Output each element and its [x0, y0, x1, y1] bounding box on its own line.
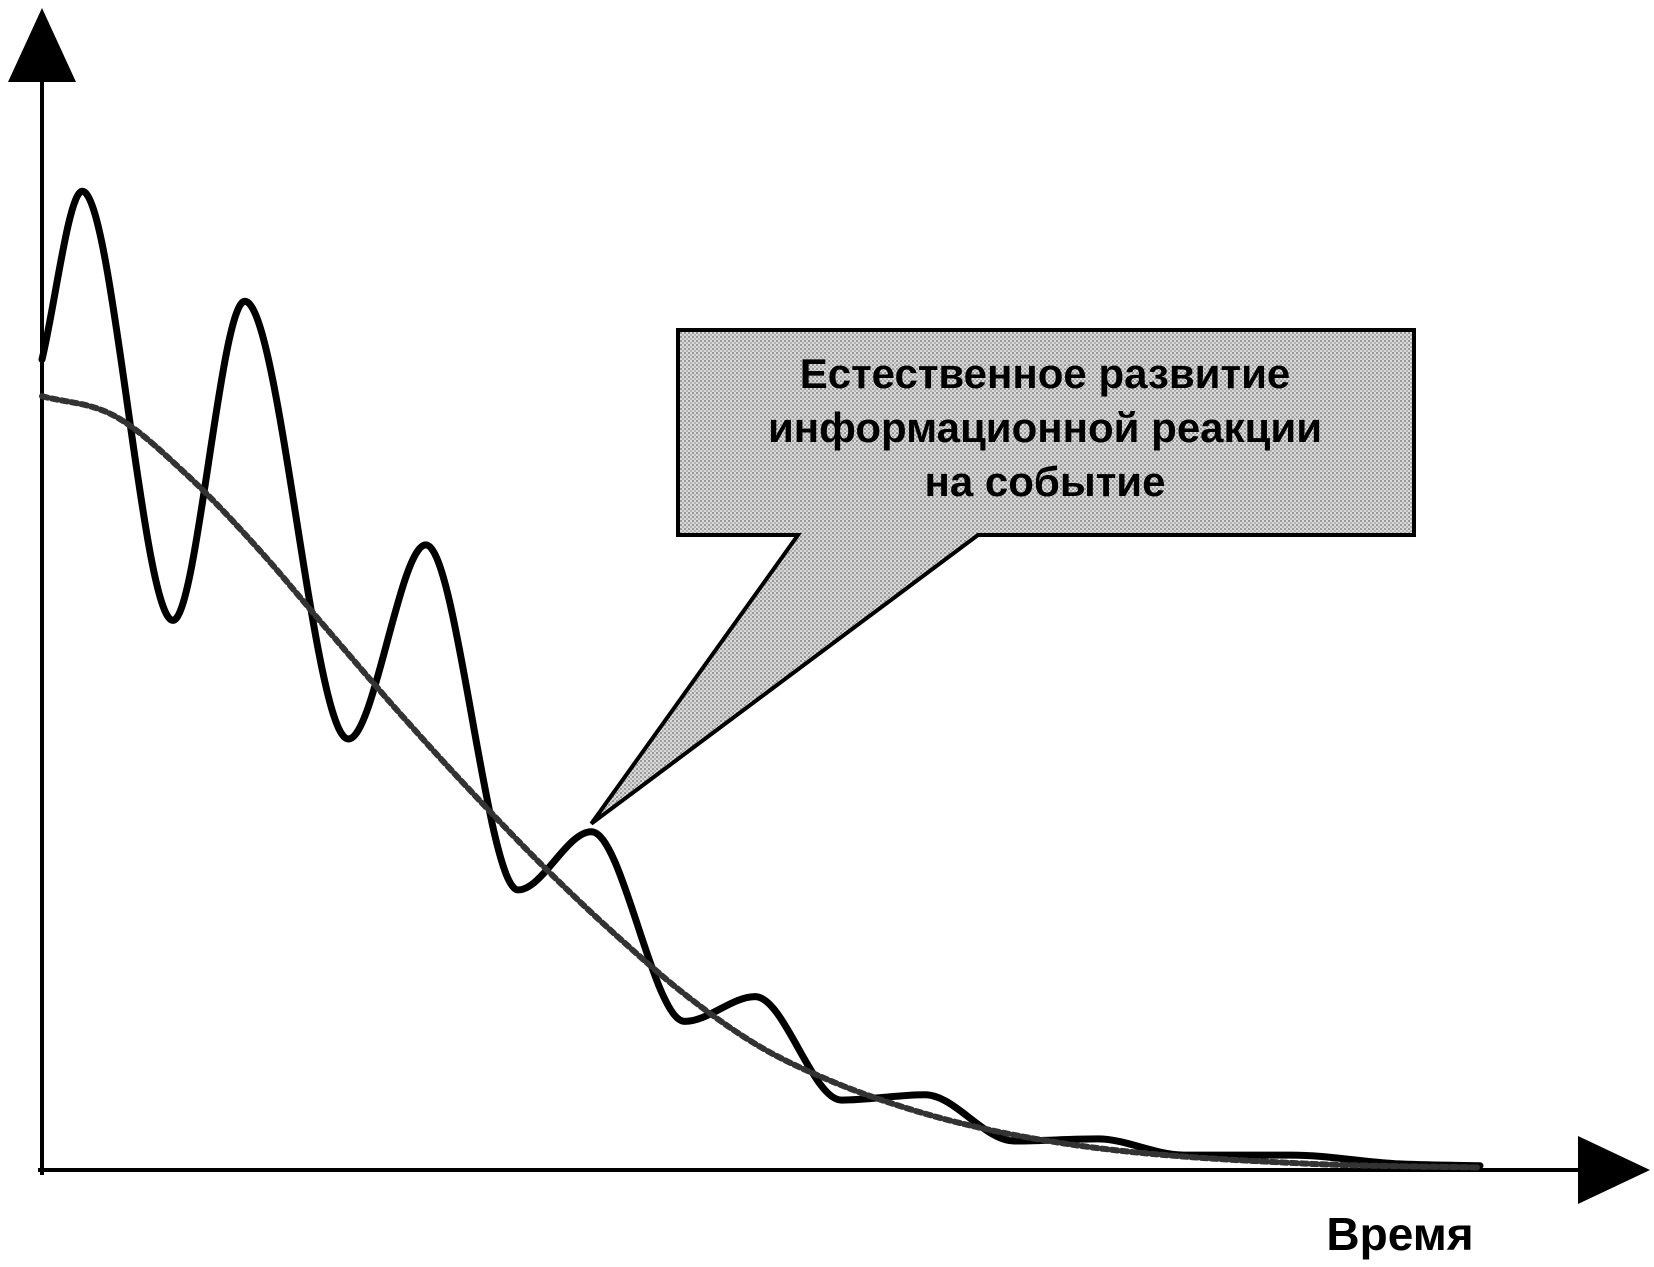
x-axis-label: Время — [1326, 1208, 1473, 1260]
x-axis-arrow-icon — [1578, 1136, 1650, 1204]
y-axis-arrow-icon — [8, 8, 76, 82]
dashed-trend-line — [39, 393, 1483, 1171]
annotation-callout: Естественное развитие информационной реа… — [589, 328, 1416, 826]
callout-line-3: на событие — [925, 458, 1166, 505]
callout-line-1: Естественное развитие — [800, 350, 1291, 397]
callout-line-2: информационной реакции — [768, 404, 1322, 451]
solid-oscillating-line — [38, 187, 1484, 1170]
series-layer — [38, 187, 1484, 1171]
callout-bubble — [589, 328, 1416, 826]
